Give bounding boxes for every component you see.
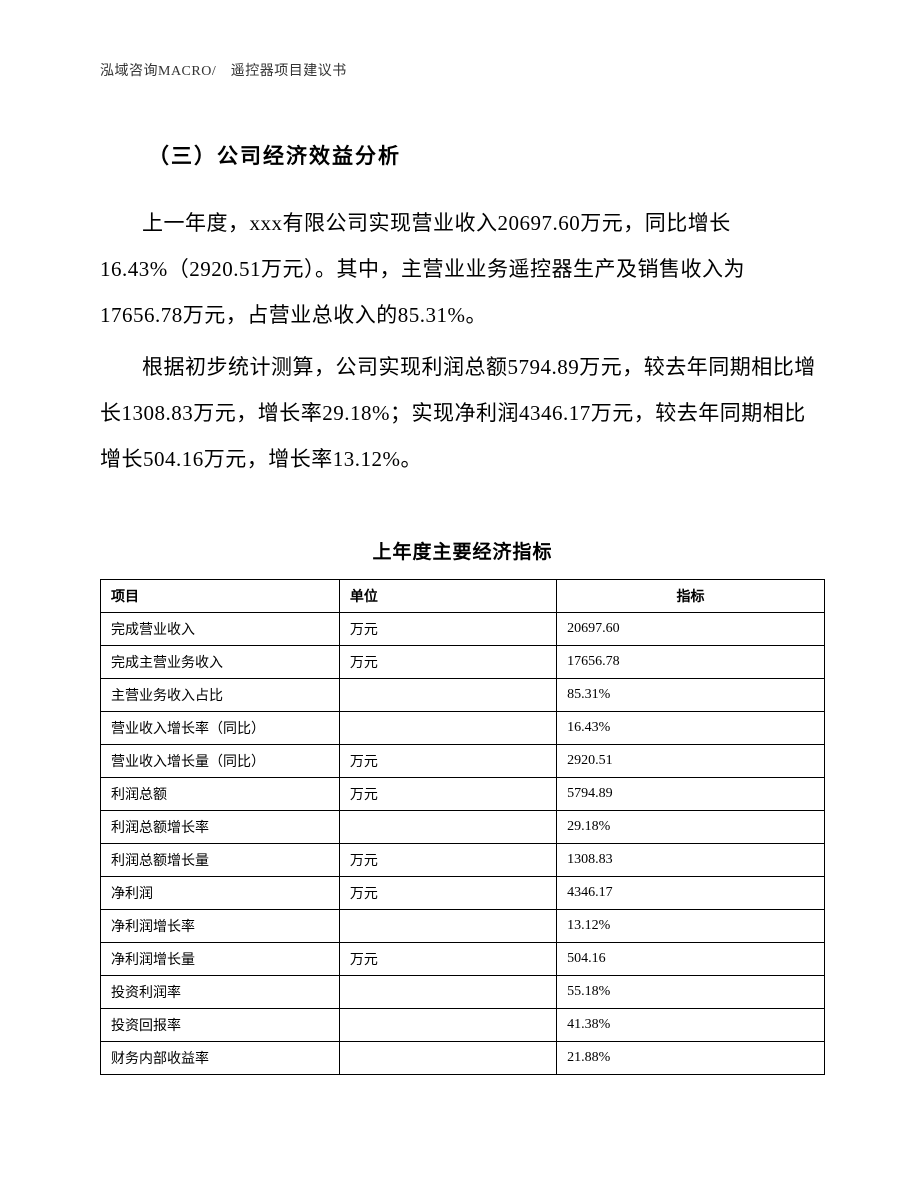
cell-item: 完成营业收入 — [101, 613, 340, 646]
cell-value: 41.38% — [557, 1009, 825, 1042]
cell-unit: 万元 — [339, 844, 556, 877]
cell-value: 13.12% — [557, 910, 825, 943]
cell-item: 完成主营业务收入 — [101, 646, 340, 679]
table-caption: 上年度主要经济指标 — [100, 537, 825, 564]
cell-unit: 万元 — [339, 778, 556, 811]
cell-value: 29.18% — [557, 811, 825, 844]
table-row: 财务内部收益率 21.88% — [101, 1042, 825, 1075]
cell-item: 营业收入增长率（同比） — [101, 712, 340, 745]
cell-item: 利润总额 — [101, 778, 340, 811]
cell-value: 55.18% — [557, 976, 825, 1009]
cell-unit: 万元 — [339, 877, 556, 910]
economic-indicators-table: 项目 单位 指标 完成营业收入万元20697.60完成主营业务收入万元17656… — [100, 579, 825, 1075]
table-row: 主营业务收入占比 85.31% — [101, 679, 825, 712]
paragraph-1: 上一年度，xxx有限公司实现营业收入20697.60万元，同比增长16.43%（… — [100, 200, 825, 339]
table-row: 投资利润率 55.18% — [101, 976, 825, 1009]
cell-value: 16.43% — [557, 712, 825, 745]
page-header: 泓域咨询MACRO/ 遥控器项目建议书 — [100, 60, 825, 80]
cell-item: 财务内部收益率 — [101, 1042, 340, 1075]
table-row: 投资回报率 41.38% — [101, 1009, 825, 1042]
table-row: 营业收入增长量（同比）万元2920.51 — [101, 745, 825, 778]
cell-value: 21.88% — [557, 1042, 825, 1075]
table-row: 利润总额增长量万元1308.83 — [101, 844, 825, 877]
cell-unit: 万元 — [339, 646, 556, 679]
col-header-unit: 单位 — [339, 580, 556, 613]
paragraph-2: 根据初步统计测算，公司实现利润总额5794.89万元，较去年同期相比增长1308… — [100, 344, 825, 483]
cell-value: 5794.89 — [557, 778, 825, 811]
table-row: 净利润增长量万元504.16 — [101, 943, 825, 976]
cell-value: 17656.78 — [557, 646, 825, 679]
cell-item: 利润总额增长率 — [101, 811, 340, 844]
col-header-item: 项目 — [101, 580, 340, 613]
table-header-row: 项目 单位 指标 — [101, 580, 825, 613]
table-row: 完成营业收入万元20697.60 — [101, 613, 825, 646]
cell-value: 1308.83 — [557, 844, 825, 877]
col-header-value: 指标 — [557, 580, 825, 613]
table-row: 利润总额万元5794.89 — [101, 778, 825, 811]
cell-value: 4346.17 — [557, 877, 825, 910]
cell-value: 2920.51 — [557, 745, 825, 778]
cell-unit: 万元 — [339, 943, 556, 976]
cell-unit — [339, 712, 556, 745]
cell-unit: 万元 — [339, 613, 556, 646]
cell-item: 投资回报率 — [101, 1009, 340, 1042]
table-row: 利润总额增长率 29.18% — [101, 811, 825, 844]
cell-item: 净利润增长率 — [101, 910, 340, 943]
cell-unit — [339, 1042, 556, 1075]
cell-item: 净利润增长量 — [101, 943, 340, 976]
table-row: 净利润增长率 13.12% — [101, 910, 825, 943]
cell-value: 20697.60 — [557, 613, 825, 646]
table-row: 营业收入增长率（同比） 16.43% — [101, 712, 825, 745]
cell-unit — [339, 679, 556, 712]
cell-item: 主营业务收入占比 — [101, 679, 340, 712]
cell-unit — [339, 910, 556, 943]
cell-unit — [339, 976, 556, 1009]
table-row: 完成主营业务收入万元17656.78 — [101, 646, 825, 679]
cell-item: 营业收入增长量（同比） — [101, 745, 340, 778]
cell-unit — [339, 1009, 556, 1042]
cell-item: 净利润 — [101, 877, 340, 910]
section-heading: （三）公司经济效益分析 — [148, 140, 825, 170]
cell-value: 504.16 — [557, 943, 825, 976]
cell-value: 85.31% — [557, 679, 825, 712]
cell-unit: 万元 — [339, 745, 556, 778]
cell-unit — [339, 811, 556, 844]
table-row: 净利润万元4346.17 — [101, 877, 825, 910]
cell-item: 利润总额增长量 — [101, 844, 340, 877]
cell-item: 投资利润率 — [101, 976, 340, 1009]
